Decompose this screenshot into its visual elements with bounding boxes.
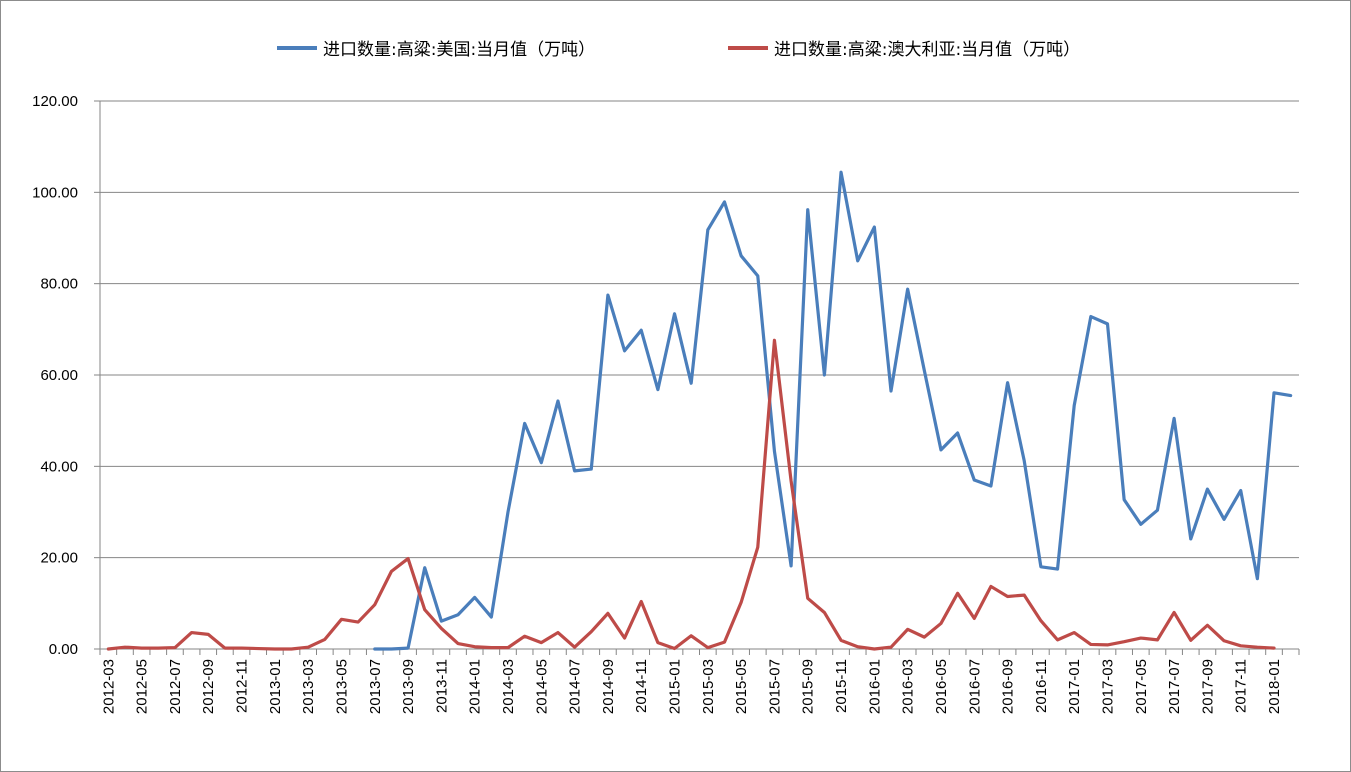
- x-tick-label: 2017-01: [1066, 659, 1083, 714]
- x-tick-label: 2017-07: [1166, 659, 1183, 714]
- y-tick-label: 60.00: [40, 367, 78, 384]
- y-tick-label: 100.00: [32, 184, 78, 201]
- x-tick-label: 2015-09: [800, 659, 817, 714]
- series-layer: [106, 170, 1293, 651]
- y-tick-label: 20.00: [40, 550, 78, 567]
- legend: 进口数量:高粱:美国:当月值（万吨） 进口数量:高粱:澳大利亚:当月值（万吨）: [277, 40, 1080, 60]
- x-tick-label: 2014-11: [633, 659, 650, 713]
- x-tick-label: 2017-03: [1099, 659, 1116, 714]
- x-axis: 2012-03 2012-05 2012-07 2012-09 2012-11 2013-…: [99, 648, 1300, 714]
- y-tick-label: 80.00: [40, 276, 78, 293]
- y-tick-label: 40.00: [40, 458, 78, 475]
- x-tick-label: 2013-11: [433, 659, 450, 713]
- x-tick-label: 2015-03: [700, 659, 717, 714]
- x-tick-label: 2017-05: [1133, 659, 1150, 714]
- y-axis: 0.00 20.00 40.00 60.00 80.00 100.00 120.00: [32, 93, 101, 658]
- legend-label-australia: 进口数量:高粱:澳大利亚:当月值（万吨）: [774, 40, 1080, 60]
- x-tick-label: 2014-01: [467, 659, 484, 714]
- x-tick-label: 2016-01: [866, 659, 883, 714]
- x-tick-label: 2016-03: [900, 659, 917, 714]
- x-tick-label: 2012-07: [167, 659, 184, 714]
- x-tick-label: 2012-09: [200, 659, 217, 714]
- x-tick-label: 2012-05: [134, 659, 151, 714]
- series-line-us: [373, 170, 1293, 651]
- y-tick-label: 120.00: [32, 93, 78, 110]
- x-tick-label: 2014-07: [567, 659, 584, 714]
- x-tick-label: 2013-03: [300, 659, 317, 714]
- x-tick-label: 2013-05: [333, 659, 350, 714]
- x-tick-label: 2015-07: [766, 659, 783, 714]
- x-tick-label: 2013-01: [267, 659, 284, 714]
- x-tick-label: 2018-01: [1266, 659, 1283, 714]
- y-tick-label: 0.00: [49, 641, 78, 658]
- series-line-australia: [106, 338, 1276, 651]
- x-tick-label: 2016-05: [933, 659, 950, 714]
- x-tick-label: 2014-05: [533, 659, 550, 714]
- x-tick-label: 2013-09: [400, 659, 417, 714]
- x-tick-label: 2014-09: [600, 659, 617, 714]
- x-tick-label: 2016-09: [1000, 659, 1017, 714]
- x-tick-label: 2012-03: [100, 659, 117, 714]
- x-tick-label: 2017-11: [1233, 659, 1250, 713]
- legend-label-us: 进口数量:高粱:美国:当月值（万吨）: [323, 40, 595, 60]
- x-tick-label: 2013-07: [367, 659, 384, 714]
- x-tick-label: 2016-07: [966, 659, 983, 714]
- x-tick-label: 2016-11: [1033, 659, 1050, 713]
- x-tick-label: 2017-09: [1199, 659, 1216, 714]
- gridlines: [100, 100, 1299, 559]
- x-tick-label: 2015-05: [733, 659, 750, 714]
- x-tick-label: 2015-11: [833, 659, 850, 713]
- x-tick-label: 2015-01: [667, 659, 684, 714]
- x-tick-label: 2014-03: [500, 659, 517, 714]
- x-tick-label: 2012-11: [234, 659, 251, 713]
